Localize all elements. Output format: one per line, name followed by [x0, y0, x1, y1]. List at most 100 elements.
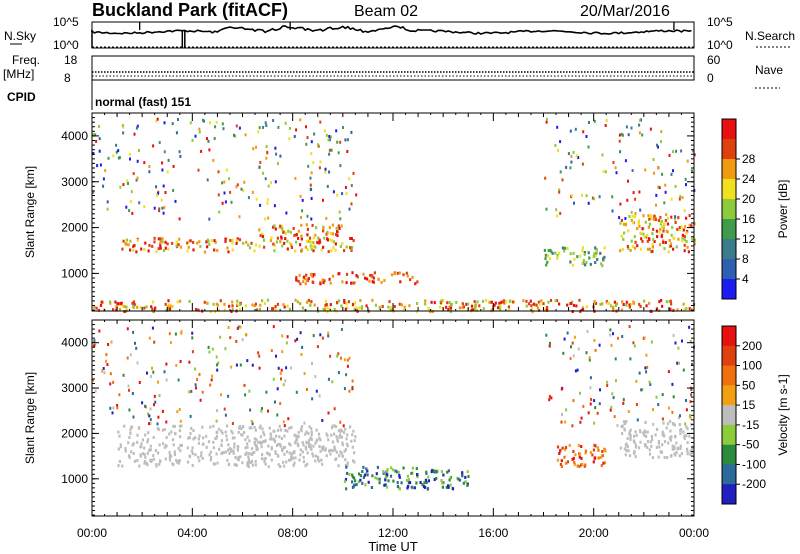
range-cell	[177, 243, 180, 247]
range-cell	[658, 243, 662, 247]
range-cell	[652, 218, 655, 221]
range-cell	[638, 123, 641, 127]
range-cell	[238, 238, 242, 242]
range-cell	[138, 464, 141, 468]
range-cell	[646, 430, 649, 434]
range-cell	[383, 483, 386, 487]
range-cell	[688, 434, 691, 438]
range-cell	[350, 281, 353, 285]
range-cell	[321, 278, 324, 282]
range-cell	[396, 481, 399, 485]
range-cell	[226, 246, 229, 250]
range-cell	[213, 137, 216, 140]
range-cell	[292, 456, 295, 460]
range-cell	[288, 307, 291, 311]
range-cell	[677, 216, 680, 220]
range-cell	[593, 300, 596, 303]
range-cell	[683, 434, 686, 438]
range-cell	[150, 305, 153, 309]
range-cell	[652, 422, 655, 426]
range-cell	[571, 341, 574, 345]
range-cell	[149, 444, 152, 448]
noise-left-tick-low: 10^0	[53, 38, 79, 52]
range-cell	[300, 223, 303, 227]
range-cell	[226, 458, 229, 462]
range-cell	[626, 444, 629, 448]
range-cell	[285, 341, 288, 345]
range-cell	[677, 237, 680, 241]
range-cell	[565, 165, 568, 169]
range-cell	[333, 308, 336, 311]
range-cell	[664, 183, 667, 187]
range-cell	[261, 232, 264, 236]
range-cell	[474, 305, 477, 309]
range-cell	[147, 438, 150, 442]
range-cell	[299, 118, 302, 122]
range-cell	[171, 304, 174, 308]
range-cell	[303, 372, 306, 376]
range-cell	[670, 197, 673, 201]
range-cell	[331, 232, 334, 236]
range-cell	[310, 152, 313, 155]
range-cell	[192, 248, 195, 252]
range-cell	[329, 354, 332, 358]
range-cell	[241, 425, 244, 429]
range-cell	[351, 473, 354, 477]
range-cell	[673, 236, 676, 240]
range-cell	[636, 227, 639, 231]
range-cell	[153, 394, 156, 398]
range-cell	[389, 306, 392, 309]
range-cell	[197, 168, 200, 172]
range-cell	[241, 338, 244, 342]
range-cell	[632, 341, 635, 345]
range-cell	[304, 447, 308, 451]
range-cell	[546, 254, 550, 258]
range-cell	[265, 124, 268, 127]
range-cell	[609, 328, 612, 332]
range-cell	[112, 154, 115, 158]
range-cell	[269, 239, 272, 243]
range-cell	[278, 424, 281, 428]
range-cell	[648, 217, 651, 221]
range-cell	[290, 455, 293, 459]
range-cell	[200, 454, 203, 458]
range-cell	[632, 300, 635, 304]
range-cell	[274, 451, 277, 455]
range-cell	[498, 301, 501, 305]
range-cell	[473, 300, 476, 304]
range-cell	[627, 247, 630, 250]
range-cell	[153, 340, 156, 344]
range-cell	[334, 448, 337, 452]
range-cell	[573, 335, 576, 339]
range-cell	[148, 414, 151, 418]
range-cell	[407, 478, 410, 482]
range-cell	[167, 158, 170, 162]
range-cell	[626, 437, 629, 441]
range-cell	[266, 150, 269, 154]
range-cell	[648, 222, 651, 226]
range-cell	[260, 409, 263, 413]
range-cell	[335, 233, 338, 236]
range-cell	[634, 455, 637, 459]
range-cell	[669, 307, 672, 311]
range-cell	[572, 354, 575, 358]
range-cell	[546, 305, 549, 309]
range-cell	[625, 420, 628, 423]
colorbar-segment	[722, 219, 736, 240]
range-cell	[295, 434, 298, 438]
range-cell	[565, 408, 568, 412]
range-cell	[683, 209, 686, 213]
range-cell	[466, 470, 469, 474]
range-cell	[168, 307, 172, 311]
range-cell	[134, 341, 136, 345]
range-cell	[149, 418, 152, 422]
range-cell	[197, 441, 200, 445]
range-cell	[117, 430, 120, 434]
range-cell	[406, 486, 409, 490]
range-cell	[581, 193, 583, 197]
range-cell	[227, 250, 230, 254]
range-cell	[136, 176, 139, 180]
range-cell	[152, 144, 155, 148]
range-cell	[317, 236, 320, 240]
range-cell	[556, 458, 559, 462]
